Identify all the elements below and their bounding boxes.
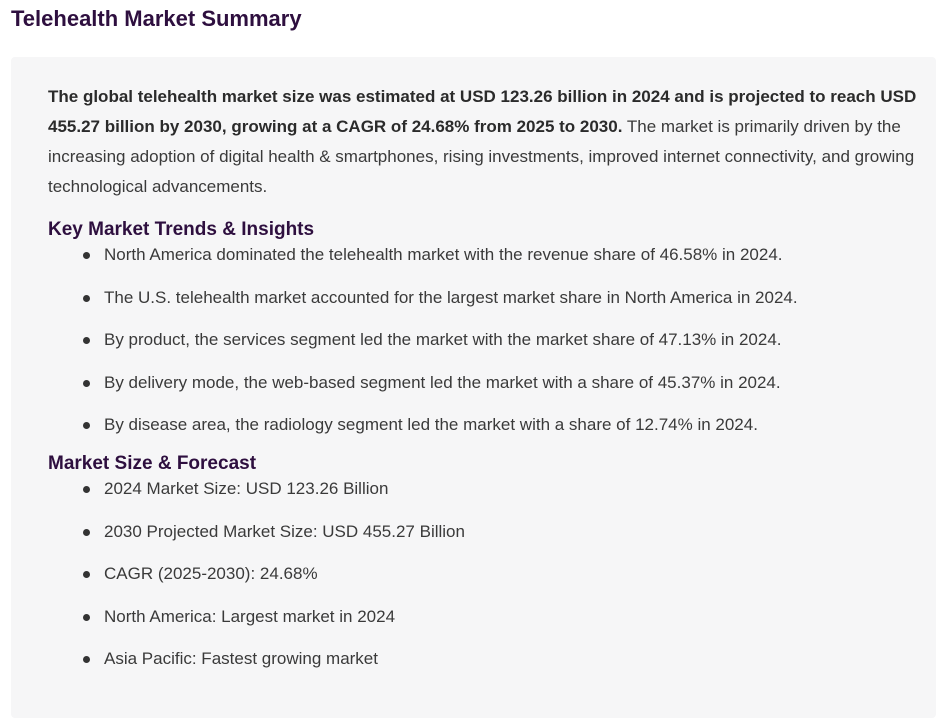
summary-panel: The global telehealth market size was es…: [11, 57, 936, 718]
forecast-item-fastest-growing: Asia Pacific: Fastest growing market: [48, 647, 916, 671]
trends-heading: Key Market Trends & Insights: [48, 219, 315, 240]
trend-item-1: North America dominated the telehealth m…: [48, 243, 916, 267]
forecast-list: 2024 Market Size: USD 123.26 Billion 203…: [48, 477, 916, 671]
intro-text: The market is primarily driven by the in…: [48, 117, 915, 196]
forecast-item-market-size-2030: 2030 Projected Market Size: USD 455.27 B…: [48, 520, 916, 544]
trend-item-3: By product, the services segment led the…: [48, 328, 916, 352]
intro-paragraph: The global telehealth market size was es…: [48, 82, 918, 202]
trend-item-4: By delivery mode, the web-based segment …: [48, 371, 916, 395]
forecast-item-largest-market: North America: Largest market in 2024: [48, 605, 916, 629]
forecast-item-market-size-2024: 2024 Market Size: USD 123.26 Billion: [48, 477, 916, 501]
forecast-heading: Market Size & Forecast: [48, 453, 257, 474]
intro-highlight: The global telehealth market size was es…: [48, 87, 917, 136]
trends-list: North America dominated the telehealth m…: [48, 243, 916, 437]
trend-item-5: By disease area, the radiology segment l…: [48, 413, 916, 437]
forecast-item-cagr: CAGR (2025-2030): 24.68%: [48, 562, 916, 586]
trend-item-2: The U.S. telehealth market accounted for…: [48, 286, 916, 310]
page-title: Telehealth Market Summary: [11, 6, 302, 31]
